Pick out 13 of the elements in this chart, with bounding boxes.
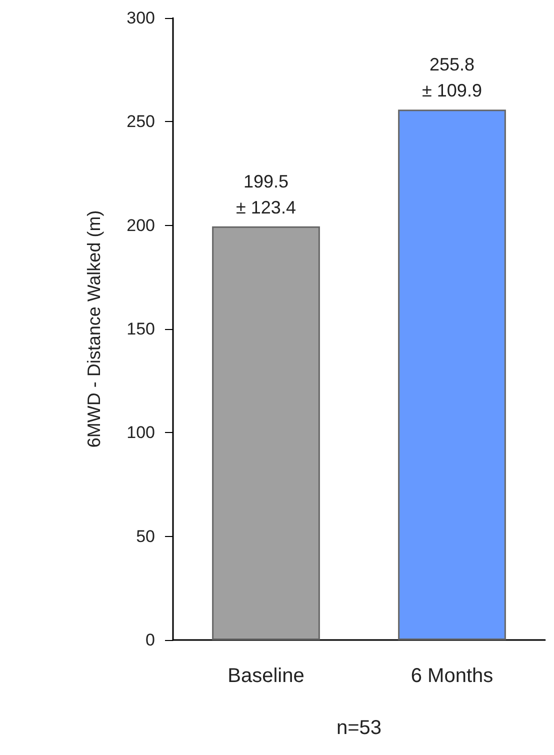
y-tick-label: 150 [126, 320, 155, 338]
y-axis-title: 6MWD - Distance Walked (m) [84, 210, 104, 448]
y-tick-label: 300 [126, 8, 155, 28]
y-tick-label: 50 [136, 526, 155, 546]
y-tick-label: 250 [126, 112, 155, 132]
x-tick-label: 6 Months [410, 665, 494, 687]
text: n=53 [336, 717, 382, 739]
y-tick-label: 0 [146, 630, 155, 650]
x-tick-label: Baseline [228, 665, 304, 687]
data-label: 255.8 ± 109.9 [422, 54, 482, 101]
y-tick-label: 100 [126, 423, 155, 442]
y-tick-label: 200 [126, 216, 155, 235]
data-label: 199.5 ± 123.4 [236, 171, 296, 218]
